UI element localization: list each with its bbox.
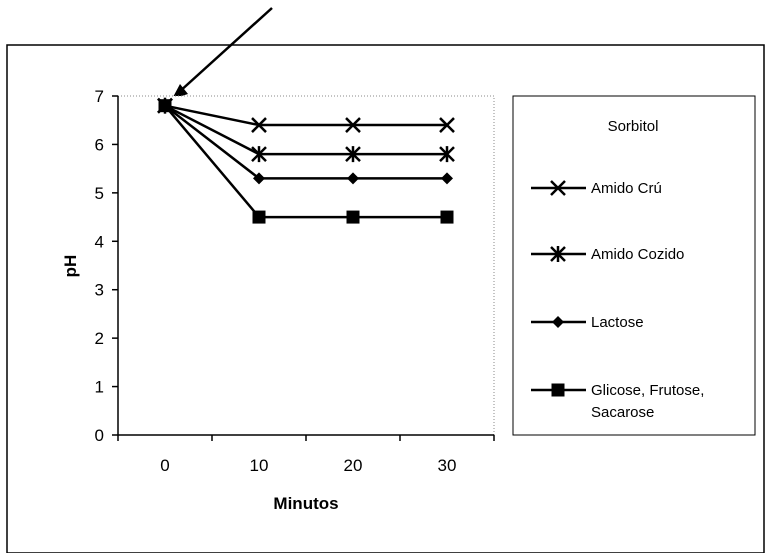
series-layer xyxy=(157,97,455,224)
data-point xyxy=(158,99,172,113)
legend-label: Glicose, Frutose, Sacarose xyxy=(591,382,704,421)
data-point xyxy=(345,146,361,163)
data-point xyxy=(441,172,453,185)
y-tick-label: 1 xyxy=(95,378,104,397)
legend-marker xyxy=(550,180,566,196)
axes: 0 1 2 3 4 5 6 7 0 10 20 30 xyxy=(95,87,495,475)
data-point xyxy=(439,146,455,163)
data-point xyxy=(440,210,454,224)
series-line-1 xyxy=(164,104,447,156)
legend-items: Amido Crú Amido Cozido Lactose Glicose, Fru… xyxy=(531,180,704,421)
legend-marker xyxy=(550,246,566,262)
x-axis-title: Minutos xyxy=(273,494,338,513)
data-point xyxy=(251,146,267,163)
legend-marker xyxy=(551,383,565,397)
data-point xyxy=(347,172,359,185)
y-axis-title: pH xyxy=(61,255,80,278)
legend-label: Amido Cozido xyxy=(591,246,684,263)
data-point xyxy=(346,210,360,224)
y-tick-label: 4 xyxy=(95,232,104,251)
data-point xyxy=(251,117,267,133)
legend-label: Lactose xyxy=(591,314,644,331)
y-tick-label: 5 xyxy=(95,184,104,203)
y-tick-label: 3 xyxy=(95,281,104,300)
plot-area xyxy=(117,95,495,436)
data-point xyxy=(253,172,265,185)
y-tick-label: 6 xyxy=(95,135,104,154)
y-tick-label: 2 xyxy=(95,329,104,348)
data-point xyxy=(345,117,361,133)
chart-frame xyxy=(6,44,765,553)
annotation-arrow xyxy=(172,7,273,99)
series-line-2 xyxy=(164,104,447,180)
x-tick-label: 30 xyxy=(438,456,457,475)
y-tick-label: 0 xyxy=(95,426,104,445)
legend-label: Amido Crú xyxy=(591,180,662,197)
series-line-3 xyxy=(164,104,447,219)
legend: Sorbitol Amido Crú Amido Cozido Lactose Gli… xyxy=(512,95,756,436)
data-point xyxy=(439,117,455,133)
y-tick-label: 7 xyxy=(95,87,104,106)
series-line-0 xyxy=(164,104,447,127)
legend-title: Sorbitol xyxy=(608,118,659,135)
x-tick-label: 10 xyxy=(250,456,269,475)
legend-box xyxy=(512,95,756,436)
legend-marker xyxy=(552,316,564,328)
data-point xyxy=(252,210,266,224)
x-tick-label: 20 xyxy=(344,456,363,475)
x-tick-label: 0 xyxy=(160,456,169,475)
